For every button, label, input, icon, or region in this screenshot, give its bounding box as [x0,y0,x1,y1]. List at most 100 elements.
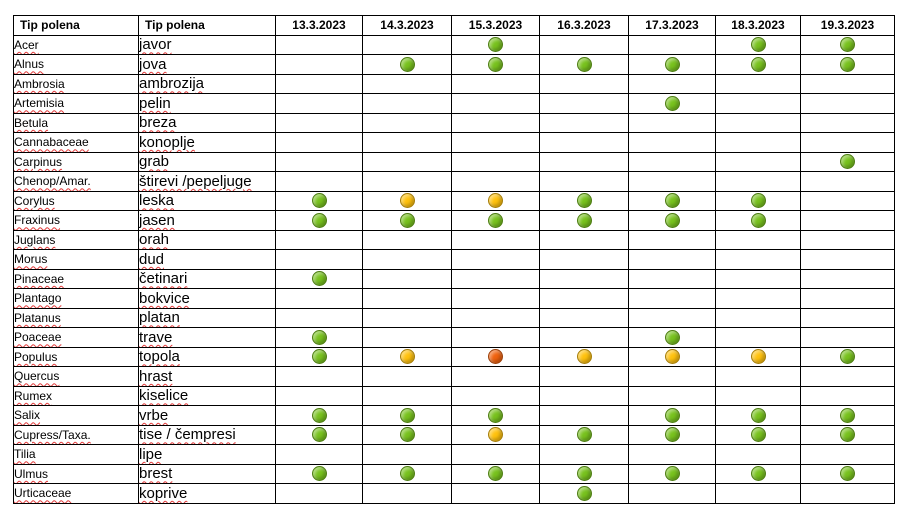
local-name-cell: ambrozija [138,73,276,94]
level-cell [800,366,895,387]
header-date: 17.3.2023 [628,15,716,36]
local-name-cell: vrbe [138,405,276,426]
latin-name-cell: Alnus [13,54,139,75]
level-cell [451,54,540,75]
header-row: Tip polena Tip polena 13.3.2023 14.3.2023… [13,15,895,36]
level-cell [362,366,452,387]
level-cell [539,424,629,445]
low-level-dot-icon [840,349,855,365]
low-level-dot-icon [840,407,855,423]
low-level-dot-icon [576,56,592,72]
level-cell [800,288,895,309]
header-latin-name: Tip polena [13,15,139,36]
table-row: Chenop/Amar. štirevi /pepeljuge [13,171,895,192]
local-name-cell: tise / čempresi [138,424,276,445]
low-level-dot-icon [311,271,327,287]
level-cell [451,346,540,367]
table-row: Urticaceae koprive [13,483,895,504]
level-cell [275,268,363,289]
local-name-cell: dud [138,249,276,270]
level-cell [362,307,452,328]
level-cell [715,405,801,426]
low-level-dot-icon [576,466,592,482]
level-cell [628,229,716,250]
level-cell [628,327,716,348]
level-cell [451,385,540,406]
latin-name-cell: Populus [13,346,139,367]
table-row: Corylus leska [13,190,895,211]
latin-name-cell: Carpinus [13,151,139,172]
local-name-cell: leska [138,190,276,211]
level-cell [715,307,801,328]
level-cell [539,190,629,211]
level-cell [539,93,629,114]
level-cell [362,405,452,426]
level-cell [362,288,452,309]
table-row: Cannabaceae konoplje [13,132,895,153]
table-row: Cupress/Taxa. tise / čempresi [13,424,895,445]
level-cell [539,34,629,55]
header-date: 13.3.2023 [275,15,363,36]
level-cell [451,463,540,484]
local-name-cell: pelin [138,93,276,114]
level-cell [539,112,629,133]
level-cell [628,54,716,75]
level-cell [800,424,895,445]
high-level-dot-icon [488,349,503,365]
level-cell [628,171,716,192]
table-body: Acer javor Alnus jova Ambrosia ambrozija Artem… [13,34,895,504]
low-level-dot-icon [576,212,592,228]
level-cell [362,463,452,484]
level-cell [539,307,629,328]
level-cell [715,54,801,75]
level-cell [362,151,452,172]
level-cell [715,268,801,289]
level-cell [275,34,363,55]
level-cell [628,366,716,387]
level-cell [800,444,895,465]
header-date: 18.3.2023 [715,15,801,36]
table-row: Carpinus grab [13,151,895,172]
level-cell [715,229,801,250]
level-cell [362,93,452,114]
level-cell [362,190,452,211]
level-cell [362,424,452,445]
level-cell [628,346,716,367]
table-row: Ulmus brest [13,463,895,484]
low-level-dot-icon [750,193,766,209]
moderate-level-dot-icon [488,193,503,209]
level-cell [362,229,452,250]
header-date: 19.3.2023 [800,15,895,36]
table-row: Plantago bokvice [13,288,895,309]
level-cell [715,132,801,153]
level-cell [539,171,629,192]
level-cell [451,132,540,153]
level-cell [275,483,363,504]
level-cell [628,444,716,465]
level-cell [715,444,801,465]
level-cell [362,385,452,406]
low-level-dot-icon [750,427,766,443]
level-cell [800,54,895,75]
level-cell [539,73,629,94]
local-name-cell: grab [138,151,276,172]
local-name-cell: kiselice [138,385,276,406]
latin-name-cell: Fraxinus [13,210,139,231]
low-level-dot-icon [664,212,680,228]
table-row: Quercus hrast [13,366,895,387]
table-row: Poaceae trave [13,327,895,348]
level-cell [539,54,629,75]
local-name-cell: koprive [138,483,276,504]
level-cell [451,151,540,172]
moderate-level-dot-icon [576,349,592,365]
local-name-cell: jova [138,54,276,75]
local-name-cell: hrast [138,366,276,387]
level-cell [715,190,801,211]
latin-name-cell: Acer [13,34,139,55]
level-cell [628,112,716,133]
level-cell [800,132,895,153]
level-cell [539,346,629,367]
pollen-table: Tip polena Tip polena 13.3.2023 14.3.2023… [13,15,895,504]
level-cell [451,483,540,504]
table-row: Platanus platan [13,307,895,328]
